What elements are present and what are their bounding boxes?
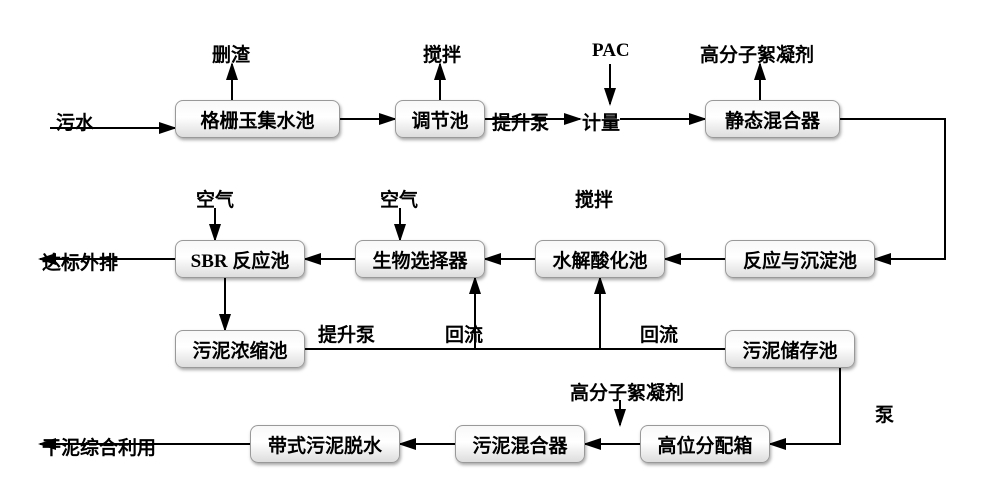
label-l1: 污水 — [56, 108, 94, 135]
label-l17: 干泥综合利用 — [42, 433, 156, 460]
e-n3-n7 — [840, 119, 945, 259]
node-n11: 污泥混合器 — [455, 425, 585, 463]
node-n10: 带式污泥脱水 — [250, 425, 400, 463]
label-l16: 泵 — [875, 400, 894, 427]
label-l5: 计量 — [582, 108, 620, 135]
node-n5: 生物选择器 — [355, 240, 485, 278]
node-n9: 污泥储存池 — [725, 330, 855, 368]
label-l7: 高分子絮凝剂 — [700, 40, 814, 67]
label-l13: 回流 — [445, 320, 483, 347]
node-n4: SBR 反应池 — [175, 240, 305, 278]
node-n2: 调节池 — [395, 100, 485, 138]
node-n7: 反应与沉淀池 — [725, 240, 875, 278]
node-n1: 格栅玉集水池 — [175, 100, 340, 138]
label-l4: 提升泵 — [492, 108, 549, 135]
label-l11: 搅拌 — [575, 185, 613, 212]
label-l12: 提升泵 — [318, 320, 375, 347]
label-l2: 删渣 — [212, 40, 250, 67]
label-l6: PAC — [592, 40, 630, 62]
node-n3: 静态混合器 — [705, 100, 840, 138]
label-l9: 空气 — [196, 185, 234, 212]
label-l3: 搅拌 — [423, 40, 461, 67]
flowchart-canvas: 格栅玉集水池 调节池 静态混合器 SBR 反应池 生物选择器 水解酸化池 反应与沉淀池污泥浓… — [0, 0, 1000, 500]
label-l14: 回流 — [640, 320, 678, 347]
e-n9-dn — [770, 368, 840, 444]
node-n6: 水解酸化池 — [535, 240, 665, 278]
label-l10: 空气 — [380, 185, 418, 212]
label-l8: 达标外排 — [42, 248, 118, 275]
label-l15: 高分子絮凝剂 — [570, 378, 684, 405]
node-n8: 污泥浓缩池 — [175, 330, 305, 368]
node-n12: 高位分配箱 — [640, 425, 770, 463]
